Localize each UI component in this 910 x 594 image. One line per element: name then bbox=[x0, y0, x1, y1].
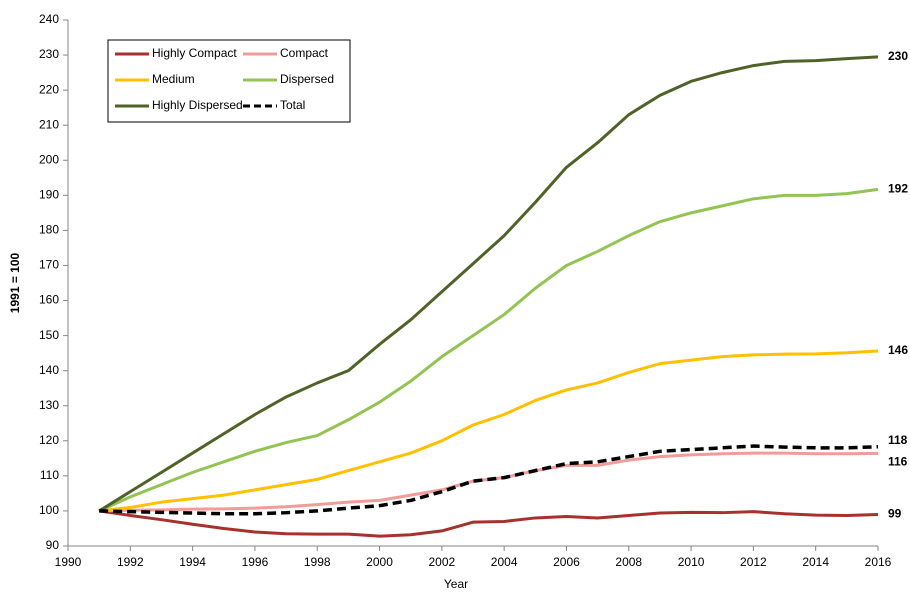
y-tick-label: 110 bbox=[40, 468, 59, 482]
x-tick-label: 2002 bbox=[428, 555, 455, 569]
legend-label: Compact bbox=[280, 46, 329, 60]
y-tick-label: 180 bbox=[39, 223, 59, 237]
series-line bbox=[98, 187, 879, 513]
x-tick-label: 1998 bbox=[304, 555, 331, 569]
end-label: 116 bbox=[888, 455, 908, 469]
series-line bbox=[98, 509, 879, 538]
y-axis-title: 1991 = 100 bbox=[8, 252, 22, 313]
y-tick-label: 220 bbox=[39, 82, 59, 96]
end-label: 230 bbox=[888, 49, 908, 63]
x-tick-label: 2014 bbox=[802, 555, 829, 569]
series-line bbox=[99, 444, 879, 516]
end-label: 146 bbox=[888, 343, 908, 357]
x-tick-label: 2004 bbox=[491, 555, 518, 569]
x-axis-title: Year bbox=[444, 577, 468, 591]
legend-label: Highly Compact bbox=[152, 46, 237, 60]
y-tick-label: 200 bbox=[39, 152, 59, 166]
y-tick-label: 160 bbox=[39, 293, 59, 307]
y-tick-label: 170 bbox=[39, 258, 59, 272]
x-tick-label: 2010 bbox=[678, 555, 705, 569]
legend-label: Medium bbox=[152, 72, 195, 86]
legend-label: Total bbox=[280, 98, 305, 112]
x-tick-label: 2000 bbox=[366, 555, 393, 569]
y-tick-label: 120 bbox=[39, 433, 59, 447]
legend-label: Dispersed bbox=[280, 72, 334, 86]
y-tick-label: 140 bbox=[39, 363, 59, 377]
x-tick-label: 2008 bbox=[615, 555, 642, 569]
y-tick-label: 240 bbox=[39, 12, 59, 26]
x-tick-label: 2016 bbox=[865, 555, 892, 569]
y-tick-label: 190 bbox=[39, 188, 59, 202]
legend-label: Highly Dispersed bbox=[152, 98, 243, 112]
series-line bbox=[99, 451, 879, 513]
x-tick-label: 1990 bbox=[55, 555, 82, 569]
series-line bbox=[98, 349, 879, 513]
x-tick-label: 1994 bbox=[179, 555, 206, 569]
y-tick-label: 90 bbox=[46, 538, 60, 552]
y-tick-label: 130 bbox=[39, 398, 59, 412]
x-tick-label: 2012 bbox=[740, 555, 767, 569]
x-tick-label: 1996 bbox=[242, 555, 269, 569]
x-tick-label: 2006 bbox=[553, 555, 580, 569]
end-label: 118 bbox=[888, 433, 908, 447]
x-tick-label: 1992 bbox=[117, 555, 144, 569]
y-tick-label: 230 bbox=[39, 47, 59, 61]
series-line bbox=[98, 55, 879, 513]
end-label: 99 bbox=[888, 507, 902, 521]
y-tick-label: 150 bbox=[39, 328, 59, 342]
y-tick-label: 100 bbox=[39, 503, 59, 517]
end-label: 192 bbox=[888, 182, 908, 196]
y-tick-label: 210 bbox=[39, 117, 59, 131]
